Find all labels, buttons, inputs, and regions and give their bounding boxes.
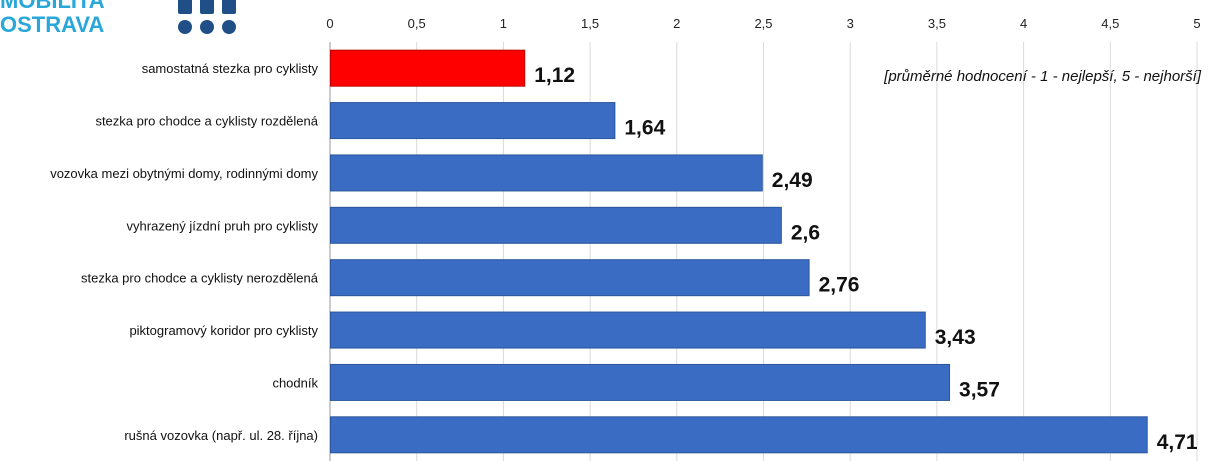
value-label: 1,12 bbox=[534, 64, 575, 87]
x-tick-label: 4 bbox=[1020, 16, 1027, 31]
category-label: chodník bbox=[272, 375, 318, 390]
category-label: vyhrazený jízdní pruh pro cyklisty bbox=[127, 218, 319, 233]
x-tick-label: 1 bbox=[500, 16, 507, 31]
value-label: 2,76 bbox=[819, 274, 860, 297]
x-tick-label: 0 bbox=[326, 16, 333, 31]
value-label: 3,43 bbox=[935, 326, 976, 349]
x-tick-label: 2 bbox=[673, 16, 680, 31]
bar bbox=[330, 49, 526, 87]
category-label: stezka pro chodce a cyklisty nerozdělená bbox=[81, 271, 319, 286]
value-label: 1,64 bbox=[624, 117, 665, 140]
logo-line1: MOBILITA bbox=[0, 0, 105, 13]
category-label: vozovka mezi obytnými domy, rodinnými do… bbox=[50, 166, 318, 181]
value-label: 3,57 bbox=[959, 378, 1000, 401]
value-labels: 1,12 1,64 2,49 2,6 2,76 3,43 3,57 4,71 bbox=[534, 64, 1198, 454]
x-tick-label: 2,5 bbox=[754, 16, 772, 31]
category-label: rušná vozovka (např. ul. 28. října) bbox=[124, 428, 318, 443]
logo-line2: OSTRAVA bbox=[0, 12, 104, 37]
bar bbox=[330, 259, 810, 297]
category-label: stezka pro chodce a cyklisty rozdělená bbox=[95, 114, 318, 129]
x-tick-label: 3 bbox=[847, 16, 854, 31]
logo-mark bbox=[178, 0, 236, 34]
mobilita-ostrava-logo: MOBILITA OSTRAVA bbox=[0, 0, 236, 37]
category-labels: samostatná stezka pro cyklisty stezka pro… bbox=[50, 61, 319, 443]
category-label: samostatná stezka pro cyklisty bbox=[142, 61, 319, 76]
bars bbox=[330, 49, 1148, 454]
bar bbox=[330, 363, 951, 401]
value-label: 2,49 bbox=[772, 169, 813, 192]
value-label: 4,71 bbox=[1157, 431, 1198, 454]
x-tick-label: 3,5 bbox=[928, 16, 946, 31]
category-label: piktogramový koridor pro cyklisty bbox=[129, 323, 318, 338]
x-axis-ticks: 0 0,5 1 1,5 2 2,5 3 3,5 4 4,5 5 bbox=[326, 16, 1200, 31]
bar bbox=[330, 102, 616, 140]
value-label: 2,6 bbox=[791, 221, 820, 244]
bar bbox=[330, 416, 1148, 454]
x-tick-label: 1,5 bbox=[581, 16, 599, 31]
bar bbox=[330, 154, 763, 192]
x-tick-label: 4,5 bbox=[1101, 16, 1119, 31]
x-tick-label: 0,5 bbox=[408, 16, 426, 31]
rating-scale-note: [průměrné hodnocení - 1 - nejlepší, 5 - … bbox=[883, 68, 1202, 85]
x-tick-label: 5 bbox=[1193, 16, 1200, 31]
bar bbox=[330, 206, 782, 244]
bar bbox=[330, 311, 926, 349]
